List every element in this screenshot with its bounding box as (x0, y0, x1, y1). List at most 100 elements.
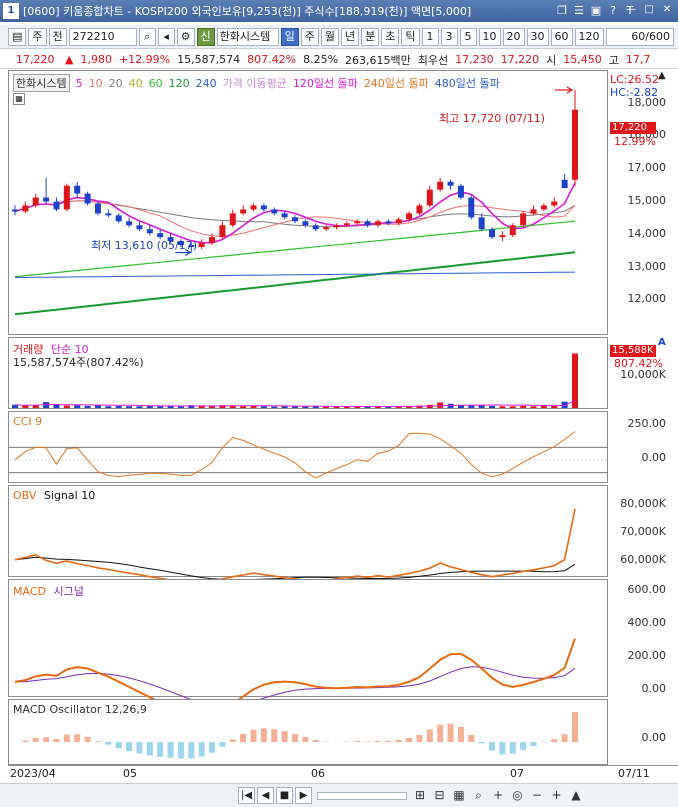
legend-ma-title[interactable]: 가격 이동평균 (222, 77, 287, 90)
ma240-line (14, 271, 576, 278)
minute-60[interactable]: 60 (550, 27, 573, 46)
save-icon[interactable]: ▣ (590, 4, 602, 17)
close-icon[interactable]: ✕ (662, 4, 672, 15)
zoom-out-icon[interactable]: − (531, 788, 543, 802)
minute-5[interactable]: 5 (459, 27, 477, 46)
oscillator-panel[interactable]: MACD Oscillator 12,26,9 (8, 699, 608, 765)
restore-icon[interactable]: ❐ (557, 4, 567, 17)
add-icon[interactable]: + (551, 788, 562, 802)
volume-value: 15,587,574 (177, 53, 241, 66)
legend-480-break[interactable]: 480일선 돌파 (434, 77, 500, 90)
search-icon[interactable]: ⌕ (138, 27, 156, 46)
current-pct: 12.99% (614, 135, 656, 148)
cci-line (14, 431, 576, 479)
volume-bar (302, 406, 309, 408)
candle-body (478, 217, 485, 230)
timeframe-month[interactable]: 월 (320, 27, 340, 46)
timeframe-minute[interactable]: 분 (361, 27, 380, 46)
obv-chart-svg[interactable] (9, 486, 609, 586)
macd-title[interactable]: MACD (13, 585, 46, 598)
scroll-up-icon[interactable]: ▲ (658, 70, 666, 81)
minute-120[interactable]: 120 (574, 27, 604, 46)
legend-ma40[interactable]: 40 (128, 76, 143, 90)
price-chart-svg[interactable] (9, 71, 609, 336)
volume-bar (94, 405, 101, 408)
obv-panel[interactable]: OBV Signal 10 (8, 485, 609, 586)
panel-a-icon[interactable]: A (658, 337, 666, 348)
grid-icon[interactable]: ▦ (453, 788, 465, 802)
cci-title[interactable]: CCI 9 (13, 415, 43, 428)
max-annotation: 최고 17,720 (07/11) (439, 112, 546, 125)
timeframe-year[interactable]: 년 (341, 27, 360, 46)
price-panel[interactable]: 한화시스템 5 10 20 40 60 120 240 가격 이동평균 120일… (8, 70, 608, 335)
legend-ma5[interactable]: 5 (75, 76, 83, 90)
timeframe-day[interactable]: 일 (280, 27, 299, 46)
cci-chart-svg[interactable] (9, 412, 609, 484)
oscillator-title[interactable]: MACD Oscillator 12,26,9 (13, 703, 147, 716)
first-page-icon[interactable]: |◀ (238, 787, 255, 804)
text-icon[interactable]: T (626, 4, 634, 17)
date-label: 2023/04 (10, 767, 56, 780)
minute-20[interactable]: 20 (502, 27, 525, 46)
legend-ma120[interactable]: 120 (168, 76, 190, 90)
zoom-reset-icon[interactable]: ◎ (512, 788, 523, 802)
macd-chart-svg[interactable] (9, 580, 609, 719)
minute-1[interactable]: 1 (421, 27, 439, 46)
stop-icon[interactable]: ■ (276, 787, 293, 804)
next-page-icon[interactable]: ▶ (295, 787, 312, 804)
period-select[interactable]: 주 (28, 27, 47, 46)
speaker-icon[interactable]: ◂ (157, 27, 175, 46)
timeframe-week[interactable]: 주 (300, 27, 319, 46)
up-icon[interactable]: ▲ (571, 788, 581, 802)
legend-ma20[interactable]: 20 (108, 76, 123, 90)
volume-panel[interactable]: 거래량 단순 10 15,587,574주(807.42%) (8, 337, 608, 409)
timeframe-second[interactable]: 초 (381, 27, 400, 46)
chart-type-icon[interactable]: ▤ (8, 27, 27, 46)
macd-panel[interactable]: MACD 시그널 (8, 579, 609, 719)
legend-stock-name[interactable]: 한화시스템 (13, 74, 70, 92)
minute-10[interactable]: 10 (478, 27, 501, 46)
best-ask: 17,230 (455, 53, 494, 66)
obv-signal-line (14, 556, 576, 581)
minimize-icon[interactable]: — (626, 4, 636, 15)
legend-120-break[interactable]: 120일선 돌파 (292, 77, 358, 90)
oscillator-chart-svg[interactable] (9, 700, 609, 766)
timeframe-tick[interactable]: 틱 (401, 27, 420, 46)
legend-ma240[interactable]: 240 (195, 76, 217, 90)
prev-page-icon[interactable]: ◀ (257, 787, 274, 804)
macd-signal[interactable]: 시그널 (53, 585, 84, 598)
settings-icon[interactable]: ⚙ (176, 27, 195, 46)
volume-title[interactable]: 거래량 (13, 343, 44, 356)
chart-tool-icon[interactable]: ⊞ (414, 788, 426, 802)
maximize-icon[interactable]: □ (644, 4, 654, 15)
oscillator-bar (167, 742, 174, 758)
help-icon[interactable]: ? (610, 4, 616, 17)
cci-panel[interactable]: CCI 9 (8, 411, 609, 484)
candle-body (250, 205, 257, 210)
chart-area[interactable]: 한화시스템 5 10 20 40 60 120 240 가격 이동평균 120일… (8, 70, 678, 783)
minute-30[interactable]: 30 (526, 27, 549, 46)
candle-body (426, 189, 433, 206)
search-icon[interactable]: ⌕ (475, 788, 482, 802)
obv-signal[interactable]: Signal 10 (43, 489, 96, 502)
obv-title[interactable]: OBV (13, 489, 37, 502)
volume-bar (22, 405, 29, 408)
candle-body (572, 109, 578, 180)
scroll-slider[interactable] (317, 791, 407, 800)
minute-3[interactable]: 3 (440, 27, 458, 46)
legend-240-break[interactable]: 240일선 돌파 (363, 77, 429, 90)
legend-ma10[interactable]: 10 (88, 76, 103, 90)
legend-ma60[interactable]: 60 (148, 76, 163, 90)
candle-body (281, 213, 288, 218)
compare-icon[interactable]: ⊟ (434, 788, 445, 802)
stock-code-input[interactable]: 272210 (68, 27, 137, 46)
grid-toggle-icon[interactable]: ▦ (13, 93, 25, 105)
oscillator-bar (364, 741, 371, 742)
prev-button[interactable]: 전 (48, 27, 67, 46)
volume-ma[interactable]: 단순 10 (50, 343, 89, 356)
data-count-field[interactable]: 60/600 (606, 28, 674, 46)
volume-chart-svg[interactable] (9, 338, 609, 410)
y-tick: 17,000 (627, 161, 667, 174)
list-icon[interactable]: ☰ (574, 4, 584, 17)
zoom-in-icon[interactable]: + (492, 788, 504, 802)
